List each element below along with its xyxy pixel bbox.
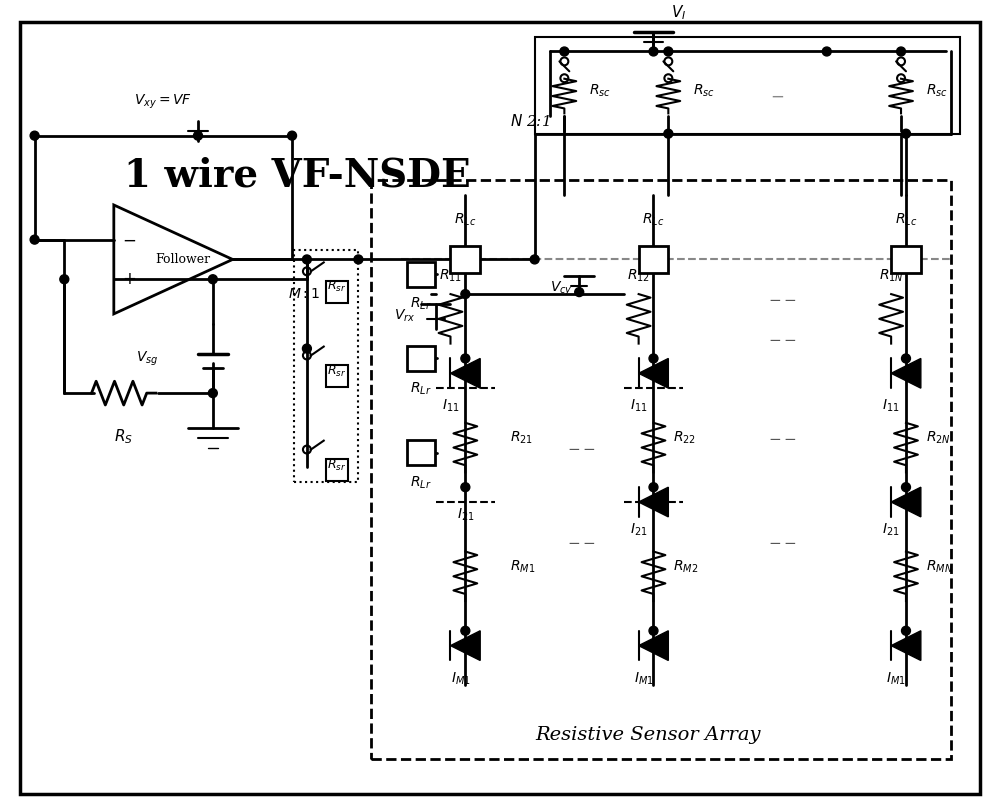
Polygon shape <box>639 358 668 388</box>
Text: $I_{M1}$: $I_{M1}$ <box>634 671 653 687</box>
Circle shape <box>461 626 470 635</box>
Text: $V_I$: $V_I$ <box>671 3 686 22</box>
Text: $R_{sc}$: $R_{sc}$ <box>589 83 611 100</box>
Text: $- -$: $- -$ <box>768 332 797 345</box>
Circle shape <box>664 129 673 138</box>
Text: $I_{21}$: $I_{21}$ <box>457 507 474 523</box>
Text: $- -$: $- -$ <box>567 535 596 549</box>
Text: $+$: $+$ <box>122 271 136 288</box>
Circle shape <box>575 288 584 297</box>
Circle shape <box>664 47 673 56</box>
Text: $- -$: $- -$ <box>567 441 596 455</box>
Text: $R_{sc}$: $R_{sc}$ <box>926 83 948 100</box>
Circle shape <box>649 483 658 492</box>
Circle shape <box>194 131 202 140</box>
FancyBboxPatch shape <box>20 22 980 794</box>
Polygon shape <box>639 631 668 660</box>
Text: $R_{Lr}$: $R_{Lr}$ <box>410 296 432 312</box>
Text: $I_{M1}$: $I_{M1}$ <box>886 671 906 687</box>
Text: $M:1$: $M:1$ <box>288 287 320 301</box>
Circle shape <box>60 275 69 284</box>
FancyBboxPatch shape <box>407 262 435 286</box>
Circle shape <box>208 388 217 397</box>
Polygon shape <box>450 358 480 388</box>
Circle shape <box>302 344 311 353</box>
Text: $R_{22}$: $R_{22}$ <box>673 430 696 446</box>
FancyBboxPatch shape <box>891 246 921 273</box>
FancyBboxPatch shape <box>326 282 348 303</box>
FancyBboxPatch shape <box>326 366 348 388</box>
Circle shape <box>902 483 910 492</box>
Circle shape <box>530 255 539 264</box>
Polygon shape <box>891 487 921 517</box>
Text: $R_{Lr}$: $R_{Lr}$ <box>410 380 432 396</box>
Text: $R_{M1}$: $R_{M1}$ <box>510 558 535 574</box>
Circle shape <box>461 483 470 492</box>
FancyBboxPatch shape <box>407 440 435 465</box>
Text: 1 wire VF-NSDE: 1 wire VF-NSDE <box>124 156 470 194</box>
Text: $- -$: $- -$ <box>768 535 797 549</box>
Circle shape <box>30 235 39 244</box>
Text: $-$: $-$ <box>122 231 136 248</box>
Text: $R_{1N}$: $R_{1N}$ <box>879 268 904 284</box>
Text: Follower: Follower <box>156 253 211 266</box>
Circle shape <box>560 47 569 56</box>
Text: $- -$: $- -$ <box>768 430 797 445</box>
Text: $R_{sr}$: $R_{sr}$ <box>327 457 346 472</box>
FancyBboxPatch shape <box>450 246 480 273</box>
FancyBboxPatch shape <box>407 346 435 371</box>
Circle shape <box>902 626 910 635</box>
Circle shape <box>649 626 658 635</box>
Text: $N$ 2:1: $N$ 2:1 <box>510 112 550 129</box>
Circle shape <box>902 129 910 138</box>
Text: $R_{MN}$: $R_{MN}$ <box>926 558 953 574</box>
Circle shape <box>461 290 470 299</box>
Text: $R_{sr}$: $R_{sr}$ <box>327 363 346 379</box>
Circle shape <box>302 255 311 264</box>
Circle shape <box>649 47 658 56</box>
Text: $I_{M1}$: $I_{M1}$ <box>451 671 470 687</box>
Polygon shape <box>639 487 668 517</box>
Text: $I_{11}$: $I_{11}$ <box>630 398 647 414</box>
Text: $I_{21}$: $I_{21}$ <box>630 522 647 538</box>
Circle shape <box>30 131 39 140</box>
Text: $R_{Lr}$: $R_{Lr}$ <box>410 474 432 491</box>
Text: $R_{sr}$: $R_{sr}$ <box>327 279 346 294</box>
Text: $V_{rx}$: $V_{rx}$ <box>394 307 416 324</box>
Circle shape <box>822 47 831 56</box>
Text: $V_{xy}=VF$: $V_{xy}=VF$ <box>134 92 192 111</box>
Text: $R_{M2}$: $R_{M2}$ <box>673 558 699 574</box>
Circle shape <box>354 255 363 264</box>
Polygon shape <box>891 631 921 660</box>
Circle shape <box>288 131 297 140</box>
Text: $I_{11}$: $I_{11}$ <box>882 398 900 414</box>
Text: $R_{Lc}$: $R_{Lc}$ <box>895 211 917 228</box>
Text: $V_{sg}$: $V_{sg}$ <box>136 349 158 367</box>
Text: $R_S$: $R_S$ <box>114 428 133 447</box>
Text: $R_{21}$: $R_{21}$ <box>510 430 533 446</box>
Text: $R_{12}$: $R_{12}$ <box>627 268 650 284</box>
Text: $R_{11}$: $R_{11}$ <box>439 268 462 284</box>
Text: $I_{11}$: $I_{11}$ <box>442 398 459 414</box>
FancyBboxPatch shape <box>326 460 348 481</box>
Text: Resistive Sensor Array: Resistive Sensor Array <box>536 726 761 743</box>
Polygon shape <box>450 631 480 660</box>
Text: $R_{2N}$: $R_{2N}$ <box>926 430 951 446</box>
Text: $R_{sc}$: $R_{sc}$ <box>693 83 715 100</box>
Polygon shape <box>891 358 921 388</box>
Text: $- -$: $- -$ <box>768 292 797 306</box>
Circle shape <box>649 354 658 363</box>
Text: $I_{21}$: $I_{21}$ <box>882 522 900 538</box>
Circle shape <box>208 275 217 284</box>
Circle shape <box>902 354 910 363</box>
Circle shape <box>461 354 470 363</box>
Circle shape <box>897 47 905 56</box>
Text: $-$: $-$ <box>770 87 784 105</box>
Text: $V_{cy}$: $V_{cy}$ <box>550 279 573 298</box>
FancyBboxPatch shape <box>639 246 668 273</box>
Text: $R_{Lc}$: $R_{Lc}$ <box>454 211 476 228</box>
Text: $R_{Lc}$: $R_{Lc}$ <box>642 211 665 228</box>
